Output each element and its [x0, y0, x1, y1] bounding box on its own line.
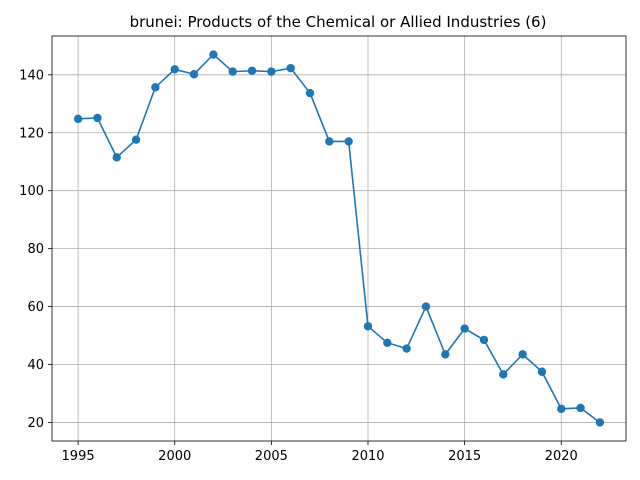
data-point — [286, 63, 295, 73]
y-tick-label: 60 — [27, 300, 44, 315]
data-point — [479, 335, 489, 345]
y-tick-label: 40 — [27, 358, 44, 373]
data-point — [325, 137, 334, 146]
data-point — [170, 65, 179, 74]
data-point — [441, 350, 450, 359]
data-point — [151, 83, 160, 92]
data-point — [131, 135, 141, 144]
x-tick-label: 2010 — [351, 449, 384, 464]
data-point — [228, 67, 237, 76]
data-point — [267, 67, 276, 76]
series-layer — [73, 50, 605, 427]
y-tick-label: 80 — [27, 242, 44, 257]
y-tick-label: 100 — [19, 184, 44, 199]
data-point — [73, 114, 83, 124]
data-point — [363, 322, 373, 331]
chart-title: brunei: Products of the Chemical or Alli… — [130, 13, 547, 31]
data-point — [421, 302, 431, 311]
series-line — [78, 53, 601, 424]
data-point — [460, 324, 469, 333]
data-point — [247, 66, 257, 75]
data-point — [595, 418, 605, 427]
y-tick-label: 20 — [27, 416, 44, 431]
data-point — [189, 70, 199, 79]
data-point — [557, 404, 566, 414]
data-point — [93, 113, 102, 123]
data-point — [402, 344, 411, 353]
data-point — [518, 350, 527, 359]
y-tick-label: 140 — [19, 68, 44, 83]
x-tick-label: 1995 — [62, 449, 95, 464]
data-point — [209, 50, 218, 59]
data-point — [499, 370, 508, 379]
x-tick-label: 2020 — [545, 449, 578, 464]
x-tick-label: 2015 — [448, 449, 481, 464]
data-point — [344, 137, 353, 146]
plot-frame — [51, 35, 627, 442]
x-axis: 1995 2000 2005 2010 2015 2020 — [62, 441, 578, 464]
data-point — [112, 153, 121, 162]
data-point — [537, 367, 547, 376]
grid — [52, 36, 626, 441]
data-point — [576, 403, 585, 413]
data-point — [383, 338, 392, 347]
data-point — [305, 88, 315, 98]
y-axis: 20 40 60 80 100 120 140 — [19, 68, 52, 431]
x-tick-label: 2000 — [158, 449, 191, 464]
x-tick-label: 2005 — [255, 449, 288, 464]
y-tick-label: 120 — [19, 126, 44, 141]
